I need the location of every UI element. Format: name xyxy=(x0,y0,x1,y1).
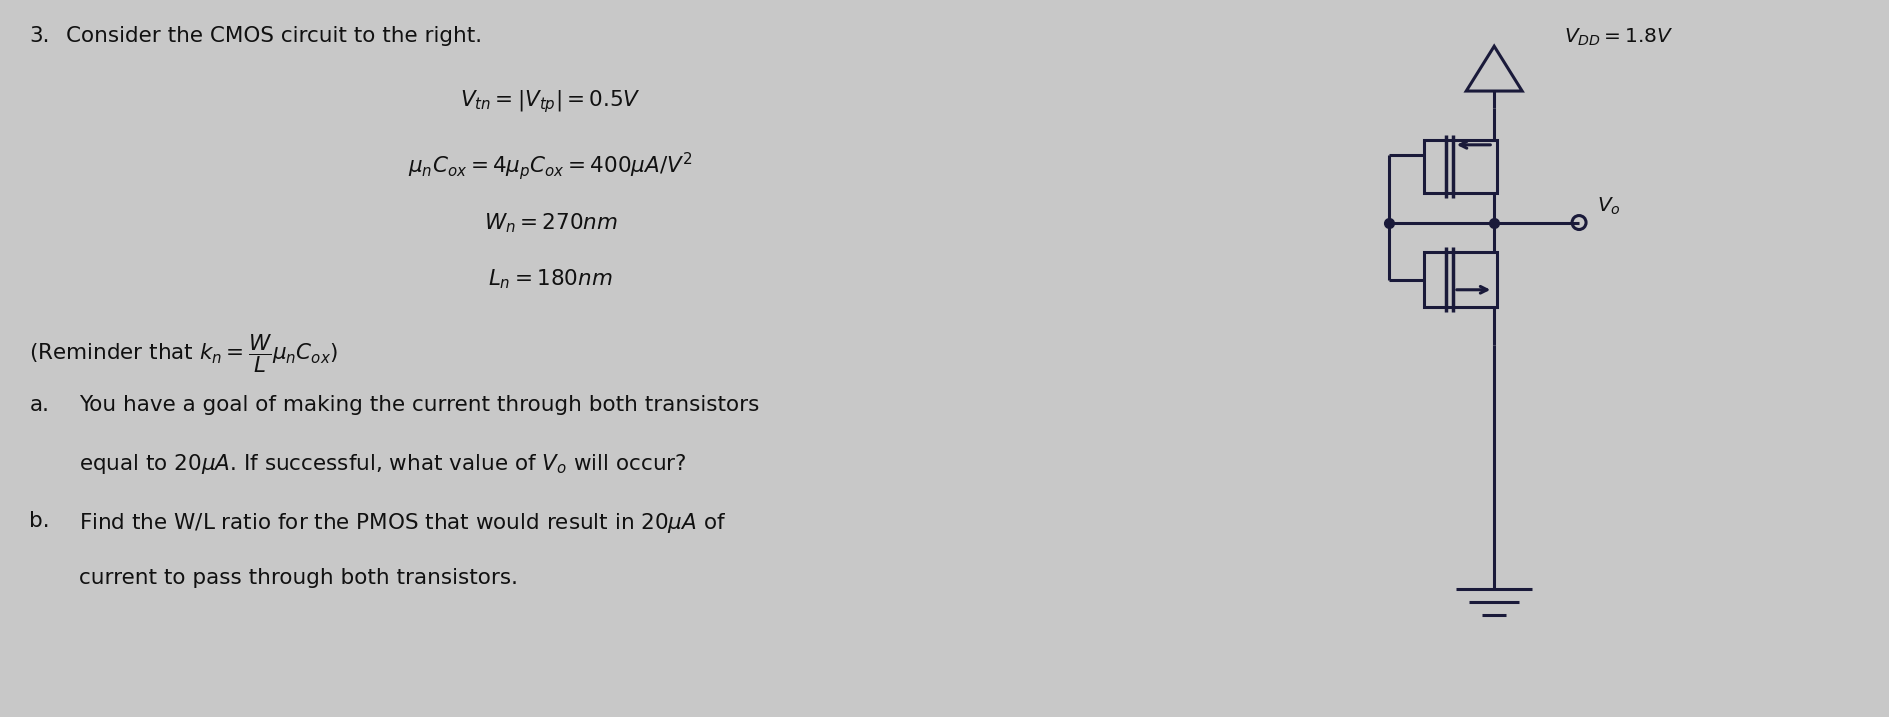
Text: 3.: 3. xyxy=(30,27,49,47)
Text: $\mu_n C_{ox} = 4\mu_p C_{ox} = 400\mu A/V^2$: $\mu_n C_{ox} = 4\mu_p C_{ox} = 400\mu A… xyxy=(408,150,693,182)
Text: b.: b. xyxy=(30,511,49,531)
Text: equal to $20\mu A$. If successful, what value of $V_o$ will occur?: equal to $20\mu A$. If successful, what … xyxy=(79,452,688,475)
Text: You have a goal of making the current through both transistors: You have a goal of making the current th… xyxy=(79,395,759,415)
Text: Consider the CMOS circuit to the right.: Consider the CMOS circuit to the right. xyxy=(66,27,482,47)
Text: $V_{tn} = |V_{tp}| = 0.5V$: $V_{tn} = |V_{tp}| = 0.5V$ xyxy=(461,88,640,115)
Text: $V_{DD} = 1.8V$: $V_{DD} = 1.8V$ xyxy=(1564,27,1674,47)
Bar xyxy=(1424,252,1498,307)
Text: Find the W/L ratio for the PMOS that would result in $20\mu A$ of: Find the W/L ratio for the PMOS that wou… xyxy=(79,511,727,536)
Text: current to pass through both transistors.: current to pass through both transistors… xyxy=(79,568,518,588)
Text: $L_n = 180nm$: $L_n = 180nm$ xyxy=(487,267,612,291)
Text: $W_n = 270nm$: $W_n = 270nm$ xyxy=(484,212,618,235)
Text: (Reminder that $k_n = \dfrac{W}{L}\mu_n C_{ox}$): (Reminder that $k_n = \dfrac{W}{L}\mu_n … xyxy=(30,332,338,375)
Bar xyxy=(1424,140,1498,193)
Text: $V_o$: $V_o$ xyxy=(1596,195,1621,217)
Text: a.: a. xyxy=(30,395,49,415)
